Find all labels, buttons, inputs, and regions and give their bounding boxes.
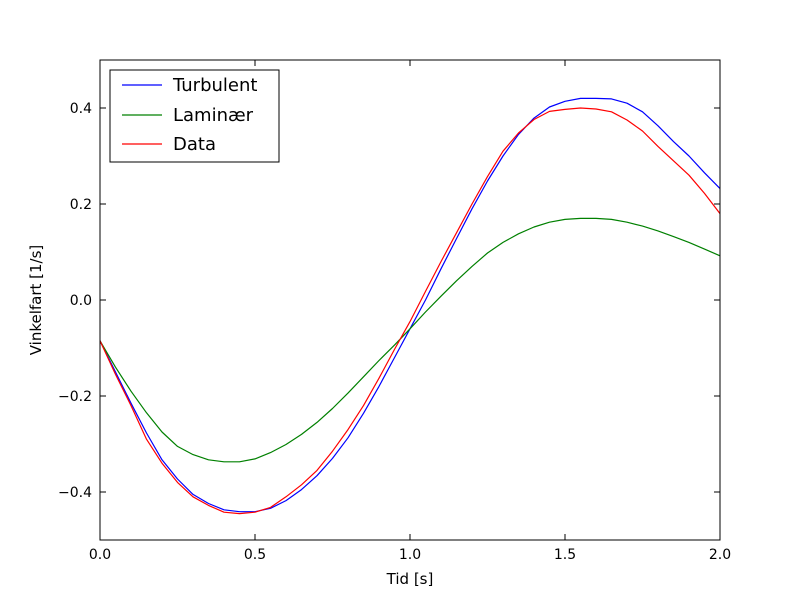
y-tick-label: −0.2 [58,389,92,405]
x-tick-label: 1.5 [554,547,576,563]
x-tick-label: 1.0 [399,547,421,563]
y-tick-label: −0.4 [58,485,92,501]
y-axis-label: Vinkelfart [1/s] [27,245,45,356]
y-tick-label: 0.4 [70,101,92,117]
y-tick-label: 0.2 [70,197,92,213]
x-tick-label: 0.0 [89,547,111,563]
series-layer [99,97,721,515]
series-line-1 [99,217,721,463]
x-tick-label: 2.0 [709,547,731,563]
series-line-2 [99,107,721,515]
tick-layer: 0.0 0.5 1.0 1.5 2.0 −0.4 −0.2 0.0 0.2 0.4 [58,60,731,563]
y-tick-label: 0.0 [70,293,92,309]
legend: Turbulent Laminær Data [109,69,280,163]
legend-label-data: Data [173,134,216,155]
legend-label-turbulent: Turbulent [172,75,257,96]
legend-label-laminaer: Laminær [173,105,254,126]
x-axis-label: Tid [s] [386,570,434,588]
x-tick-label: 0.5 [244,547,266,563]
